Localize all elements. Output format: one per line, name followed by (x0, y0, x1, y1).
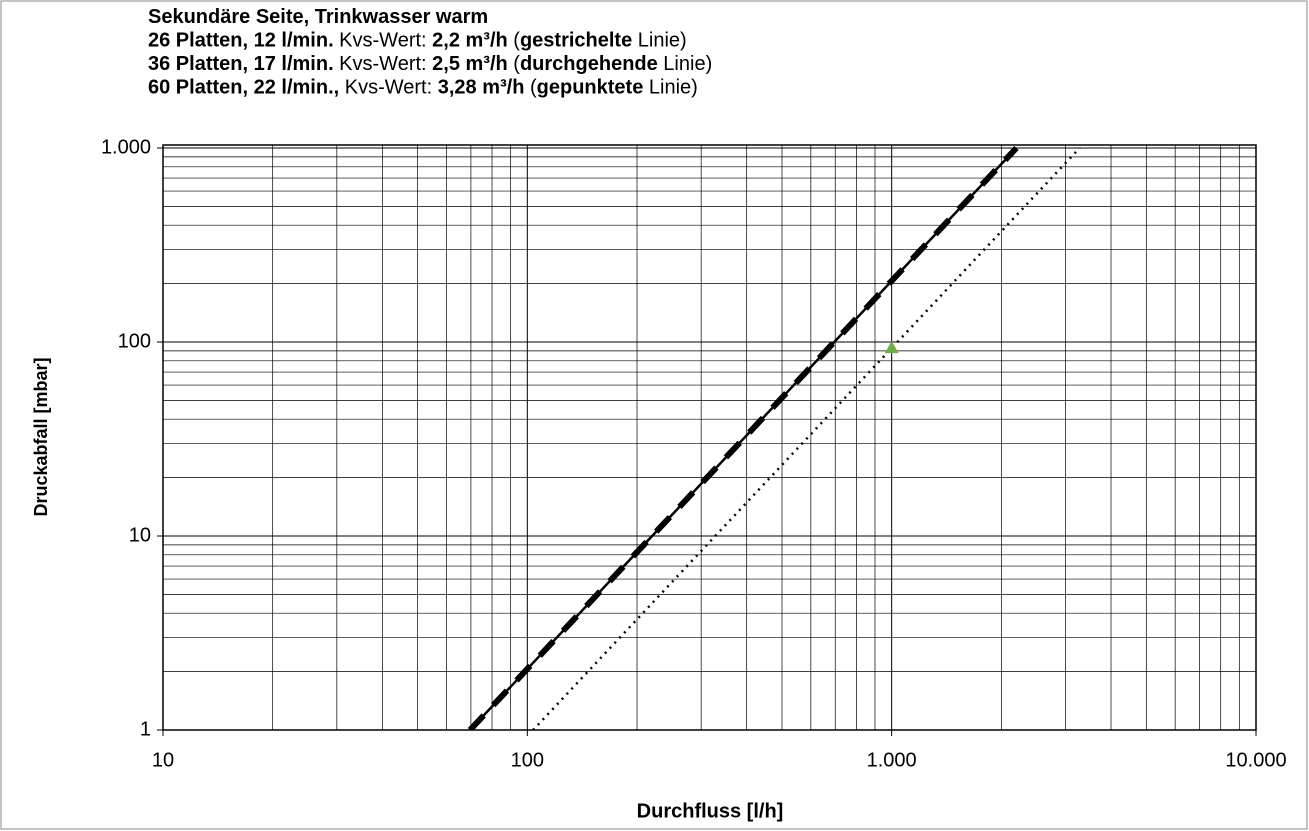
title-segment: 2,5 m³/h (432, 53, 508, 75)
title-segment: Linie) (643, 77, 697, 99)
y-tick-label: 100 (118, 330, 151, 352)
title-segment: 26 Platten, 12 l/min. (148, 30, 334, 52)
title-segment: 36 Platten, 17 l/min. (148, 53, 334, 75)
title-line: 36 Platten, 17 l/min. Kvs-Wert: 2,5 m³/h… (148, 53, 712, 75)
title-line: 26 Platten, 12 l/min. Kvs-Wert: 2,2 m³/h… (148, 30, 687, 52)
x-tick-label: 1.000 (867, 749, 917, 771)
x-tick-label: 100 (511, 749, 544, 771)
y-tick-label: 10 (129, 524, 151, 546)
title-segment: gestrichelte (520, 30, 632, 52)
y-axis-label: Druckabfall [mbar] (31, 357, 51, 516)
x-tick-label: 10.000 (1225, 749, 1286, 771)
title-segment: durchgehende (520, 53, 658, 75)
title-line: 60 Platten, 22 l/min., Kvs-Wert: 3,28 m³… (148, 77, 698, 99)
grid (163, 145, 1256, 730)
series-line (532, 147, 1081, 730)
title-segment: Linie) (632, 30, 686, 52)
title-segment: 2,2 m³/h (432, 30, 508, 52)
marker (884, 341, 899, 354)
title-segment: Sekundäre Seite, Trinkwasser warm (148, 6, 488, 28)
title-segment: Linie) (658, 53, 712, 75)
plot-frame (162, 144, 1257, 731)
title-segment: ( (524, 77, 537, 99)
y-tick-label: 1 (140, 718, 151, 740)
title-line: Sekundäre Seite, Trinkwasser warm (148, 6, 488, 28)
title-segment: Kvs-Wert: (334, 30, 433, 52)
title-segment: 3,28 m³/h (438, 77, 525, 99)
x-axis-label: Durchfluss [l/h] (637, 800, 784, 822)
title-segment: gepunktete (537, 77, 644, 99)
title-segment: Kvs-Wert: (334, 53, 433, 75)
series-line (469, 147, 1018, 730)
title-segment: Kvs-Wert: (339, 77, 438, 99)
y-tick-label: 1.000 (101, 136, 151, 158)
title-segment: ( (508, 53, 521, 75)
title-segment: ( (508, 30, 521, 52)
title-segment: 60 Platten, 22 l/min., (148, 77, 339, 99)
x-tick-label: 10 (152, 749, 174, 771)
